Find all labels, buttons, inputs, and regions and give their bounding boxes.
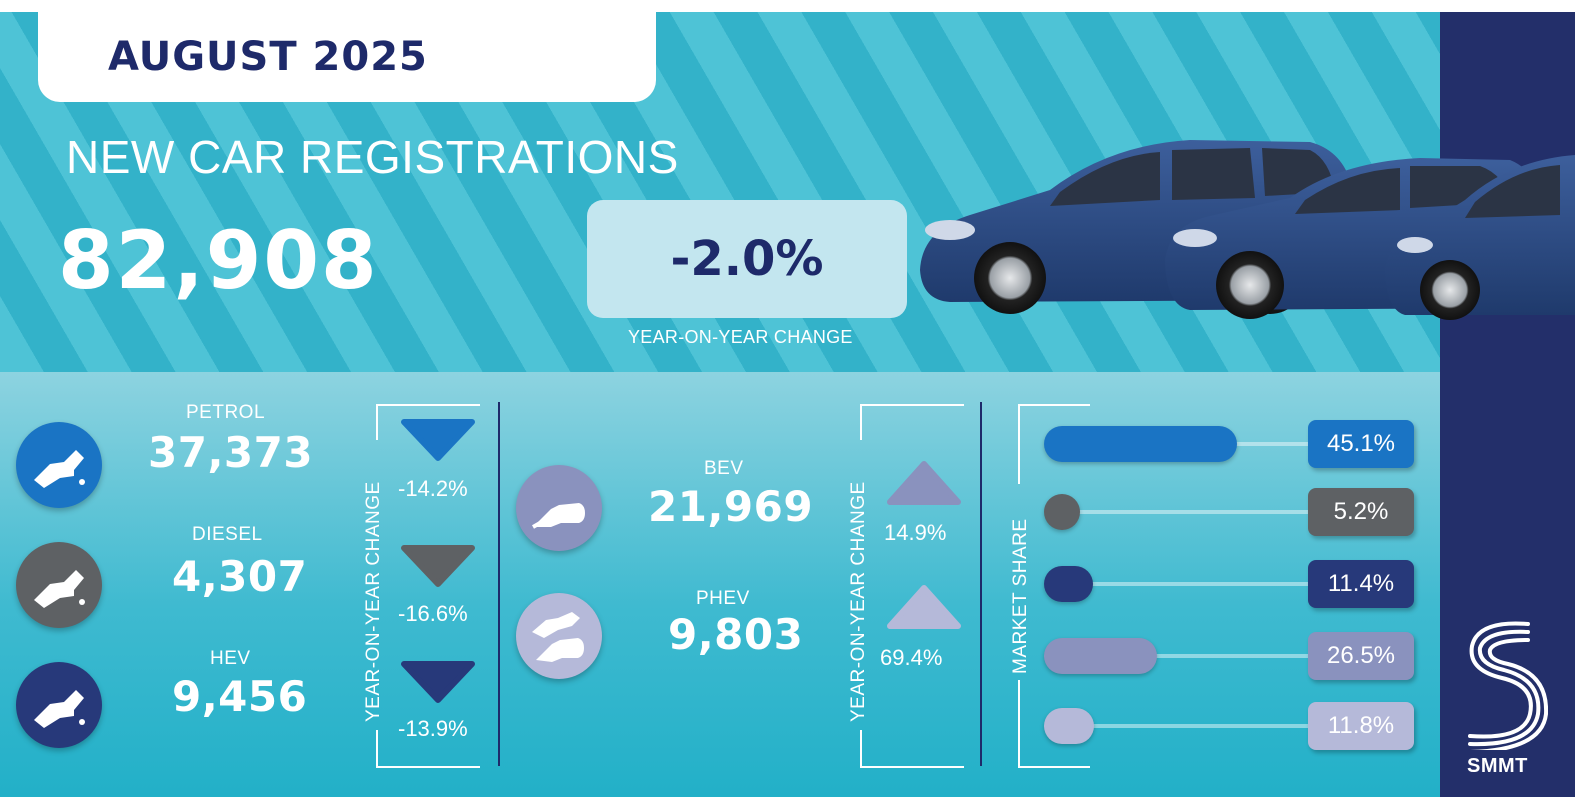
share-bar-bev: [1044, 638, 1157, 674]
share-value-bev: 26.5%: [1308, 632, 1414, 680]
hev-label: HEV: [210, 648, 251, 669]
plugin-hybrid-icon: [532, 612, 584, 662]
bracket-line: [376, 404, 480, 406]
phev-value: 9,803: [668, 610, 804, 659]
bracket-line: [860, 730, 862, 768]
diesel-icon-badge: [16, 542, 102, 628]
brand-sidebar: [1440, 12, 1575, 797]
fuel-nozzle-icon: [34, 570, 85, 608]
bracket-line: [860, 766, 964, 768]
bracket-line: [376, 766, 480, 768]
share-value-petrol: 45.1%: [1308, 420, 1414, 468]
hev-value: 9,456: [172, 672, 308, 721]
yoy-axis-label: YEAR-ON-YEAR CHANGE: [848, 481, 869, 722]
petrol-change: -14.2%: [398, 476, 468, 501]
bev-icon-badge: [516, 465, 602, 551]
up-arrow-icon: [887, 461, 961, 505]
share-bar-diesel: [1044, 494, 1080, 530]
column-divider: [498, 402, 500, 766]
cars-illustration: [920, 140, 1575, 320]
yoy-change-value: -2.0%: [670, 231, 824, 287]
share-value-hev: 11.4%: [1308, 560, 1414, 608]
market-share-label: MARKET SHARE: [1010, 518, 1031, 674]
phev-icon-badge: [516, 593, 602, 679]
hev-icon-badge: [16, 662, 102, 748]
fuel-nozzle-icon: [34, 450, 85, 488]
ev-plug-icon: [532, 503, 585, 529]
share-track: [1044, 510, 1310, 514]
bracket-line: [860, 404, 964, 406]
total-registrations: 82,908: [58, 214, 379, 307]
bev-label: BEV: [704, 458, 744, 479]
share-bar-petrol: [1044, 426, 1237, 462]
petrol-icon-badge: [16, 422, 102, 508]
bracket-line: [1018, 766, 1090, 768]
share-value-phev: 11.8%: [1308, 702, 1414, 750]
hev-change: -13.9%: [398, 716, 468, 741]
bracket-line: [376, 404, 378, 440]
column-divider: [980, 402, 982, 766]
bev-value: 21,969: [648, 482, 814, 531]
bracket-line: [1018, 404, 1020, 484]
share-track: [1044, 654, 1310, 658]
petrol-value: 37,373: [148, 428, 314, 477]
share-bar-phev: [1044, 708, 1094, 744]
yoy-change-box: -2.0%: [587, 200, 907, 318]
diesel-value: 4,307: [172, 552, 308, 601]
bracket-line: [860, 404, 862, 440]
down-arrow-icon: [401, 545, 475, 587]
share-track: [1044, 582, 1310, 586]
brand-name: SMMT: [1467, 755, 1528, 777]
date-label: AUGUST 2025: [108, 34, 428, 80]
share-track: [1044, 724, 1310, 728]
yoy-caption: YEAR-ON-YEAR CHANGE: [628, 327, 853, 347]
down-arrow-icon: [401, 419, 475, 461]
smmt-logo-icon: [1468, 621, 1548, 750]
petrol-label: PETROL: [186, 402, 266, 423]
share-value-diesel: 5.2%: [1308, 488, 1414, 536]
down-arrow-icon: [401, 661, 475, 703]
yoy-axis-label: YEAR-ON-YEAR CHANGE: [363, 481, 384, 722]
share-bar-hev: [1044, 566, 1093, 602]
phev-label: PHEV: [696, 588, 750, 609]
bracket-line: [376, 730, 378, 768]
diesel-label: DIESEL: [192, 524, 263, 545]
phev-change: 69.4%: [880, 645, 943, 670]
car-small: [1385, 155, 1575, 320]
bev-change: 14.9%: [884, 520, 947, 545]
diesel-change: -16.6%: [398, 601, 468, 626]
bracket-line: [1018, 680, 1020, 768]
date-tab: AUGUST 2025: [38, 12, 656, 102]
bracket-line: [1018, 404, 1090, 406]
page-title: NEW CAR REGISTRATIONS: [66, 131, 679, 183]
up-arrow-icon: [887, 585, 961, 629]
fuel-nozzle-icon: [34, 690, 85, 728]
